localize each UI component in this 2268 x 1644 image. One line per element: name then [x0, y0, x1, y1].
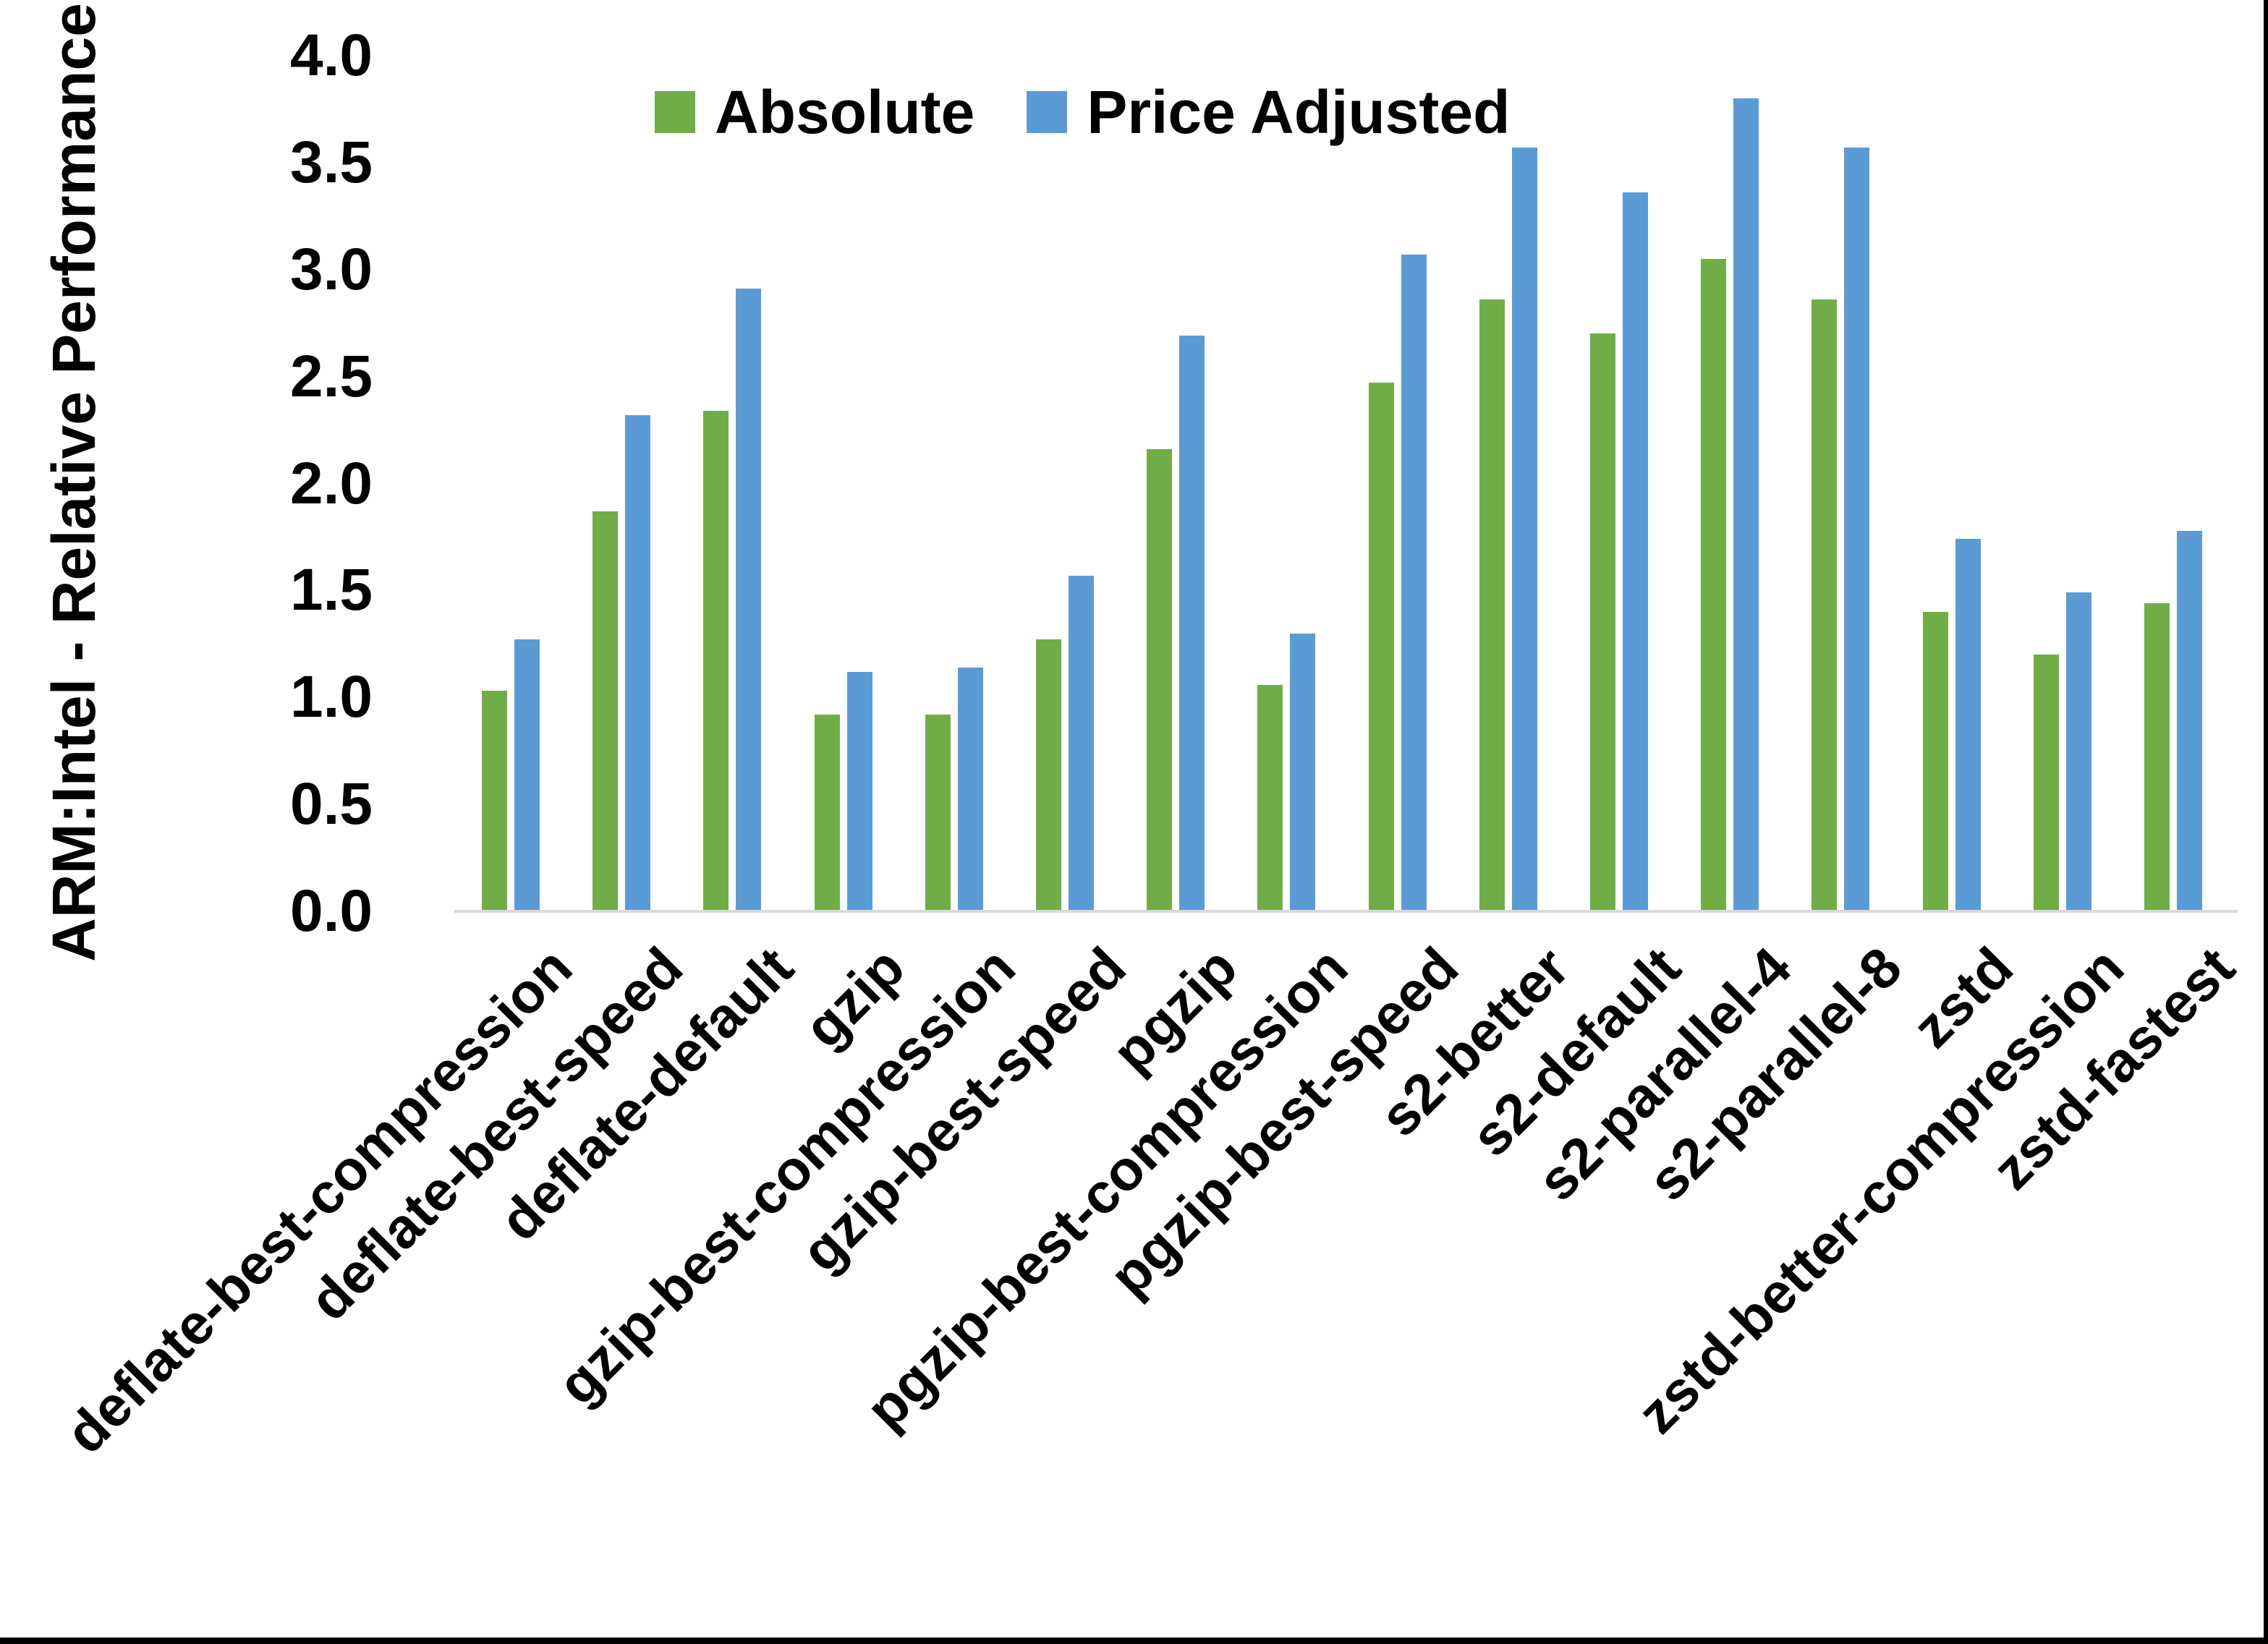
legend-label-price-adjusted: Price Adjusted [1087, 77, 1511, 146]
bar-absolute-pgzip-best-compression [1257, 685, 1283, 911]
bar-absolute-deflate-best-speed [593, 511, 618, 911]
bottom-border [0, 1637, 2268, 1644]
bar-absolute-pgzip [1147, 449, 1172, 911]
bar-absolute-gzip [815, 715, 840, 911]
bar-price-adjusted-s2-parallel-4 [1733, 98, 1759, 911]
bar-price-adjusted-s2-parallel-8 [1844, 148, 1869, 911]
x-axis-line [454, 910, 2238, 913]
bar-absolute-s2-better [1479, 299, 1505, 911]
bar-absolute-s2-parallel-8 [1812, 299, 1837, 911]
bar-price-adjusted-pgzip-best-speed [1401, 255, 1427, 911]
bar-absolute-zstd-better-compression [2034, 655, 2059, 911]
bar-price-adjusted-zstd [1955, 539, 1981, 911]
y-tick-label-1.5: 1.5 [290, 557, 373, 623]
bar-price-adjusted-deflate-best-speed [625, 415, 650, 911]
bar-absolute-deflate-best-compression [482, 691, 507, 911]
bar-price-adjusted-gzip [847, 672, 872, 911]
bar-price-adjusted-deflate-best-compression [514, 639, 540, 911]
bar-price-adjusted-zstd-better-compression [2066, 592, 2091, 911]
bar-price-adjusted-pgzip [1179, 336, 1205, 911]
bar-price-adjusted-pgzip-best-compression [1290, 634, 1315, 911]
y-tick-label-0.0: 0.0 [290, 878, 373, 944]
bar-absolute-zstd-fastest [2144, 603, 2170, 911]
y-tick-label-2.0: 2.0 [290, 450, 373, 516]
bar-price-adjusted-gzip-best-speed [1069, 576, 1094, 911]
legend-swatch-price-adjusted [1027, 91, 1068, 133]
bar-absolute-pgzip-best-speed [1369, 383, 1394, 911]
bar-price-adjusted-s2-default [1623, 192, 1648, 911]
y-tick-label-2.5: 2.5 [290, 343, 373, 409]
y-axis-title: ARM:Intel - Relative Performance [40, 3, 108, 962]
bar-price-adjusted-gzip-best-compression [958, 668, 983, 911]
y-tick-label-3.5: 3.5 [290, 129, 373, 195]
bar-price-adjusted-deflate-default [736, 289, 761, 911]
bar-absolute-s2-default [1590, 333, 1615, 911]
legend-label-absolute: Absolute [715, 77, 975, 146]
bar-absolute-zstd [1923, 612, 1948, 911]
bar-price-adjusted-zstd-fastest [2177, 531, 2202, 911]
y-tick-label-1.0: 1.0 [290, 664, 373, 731]
legend: Absolute Price Adjusted [655, 71, 1510, 153]
bar-absolute-gzip-best-compression [925, 715, 951, 911]
y-tick-label-4.0: 4.0 [290, 22, 373, 88]
right-border [2264, 0, 2268, 1644]
legend-swatch-absolute [655, 91, 695, 133]
bar-absolute-gzip-best-speed [1036, 639, 1061, 911]
bar-absolute-deflate-default [703, 411, 729, 911]
legend-item-absolute: Absolute [655, 77, 974, 148]
bar-absolute-s2-parallel-4 [1701, 259, 1726, 911]
bar-price-adjusted-s2-better [1512, 148, 1537, 911]
legend-item-price-adjusted: Price Adjusted [1027, 77, 1510, 148]
y-tick-label-3.0: 3.0 [290, 236, 373, 302]
y-tick-label-0.5: 0.5 [290, 771, 373, 838]
